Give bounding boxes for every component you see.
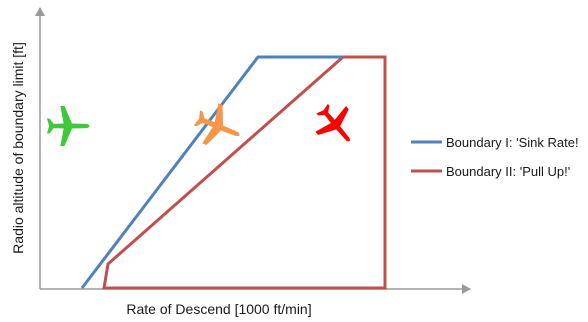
axes [35, 7, 471, 294]
y-axis-label: Radio altitude of boundary limit [ft] [10, 42, 26, 254]
boundary-ii-line [102, 55, 387, 290]
legend: Boundary I: 'Sink Rate! Boundary II: 'Pu… [411, 135, 579, 179]
orange-airplane-icon [188, 97, 248, 156]
green-airplane-icon [47, 106, 90, 146]
legend-label-boundary-i: Boundary I: 'Sink Rate! [446, 135, 579, 150]
legend-label-boundary-ii: Boundary II: 'Pull Up!' [446, 164, 570, 179]
boundary-i-line [80, 55, 343, 289]
x-axis-label: Rate of Descend [1000 ft/min] [126, 301, 311, 317]
red-airplane-icon [306, 95, 365, 155]
